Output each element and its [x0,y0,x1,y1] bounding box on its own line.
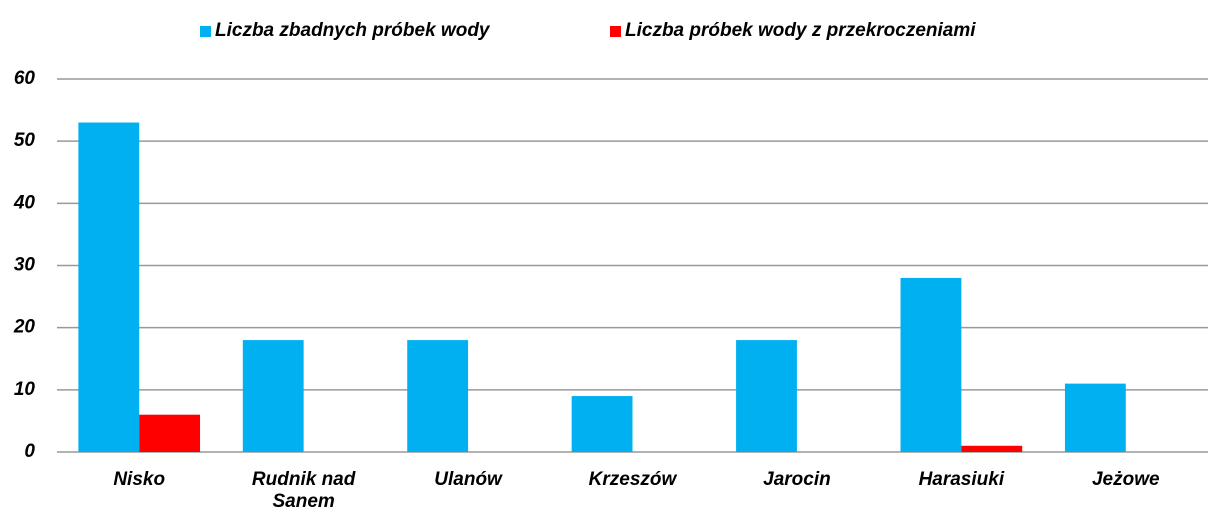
bar [900,277,962,452]
legend-swatch [200,25,211,37]
x-tick-label: Rudnik nad Sanem [251,469,356,512]
x-tick-label: Jeżowe [1091,469,1160,490]
bar [139,414,201,452]
bar [961,445,1023,452]
legend-item: Liczba próbek wody z przekroczeniami [610,20,976,42]
x-tick-label: Krzeszów [588,469,677,490]
y-tick-label: 50 [14,130,36,151]
bar [736,340,797,452]
x-tick-label: Ulanów [434,469,502,490]
x-tick-label: Jarocin [763,469,831,490]
legend-item: Liczba zbadnych próbek wody [200,20,490,42]
x-tick-label: Harasiuki [918,469,1005,490]
bar [242,340,304,452]
bar [1064,383,1126,452]
legend-label: Liczba zbadnych próbek wody [215,20,490,41]
y-tick-label: 30 [14,255,36,276]
legend-label: Liczba próbek wody z przekroczeniami [625,20,976,41]
y-tick-label: 10 [14,379,36,400]
y-tick-label: 60 [14,68,36,89]
bar [78,122,140,453]
y-tick-label: 20 [13,317,36,338]
legend-swatch [610,25,621,37]
bar [407,340,469,452]
y-tick-label: 0 [24,441,35,462]
bar [571,396,633,452]
x-tick-label: Nisko [113,469,166,490]
y-tick-label: 40 [13,192,36,213]
